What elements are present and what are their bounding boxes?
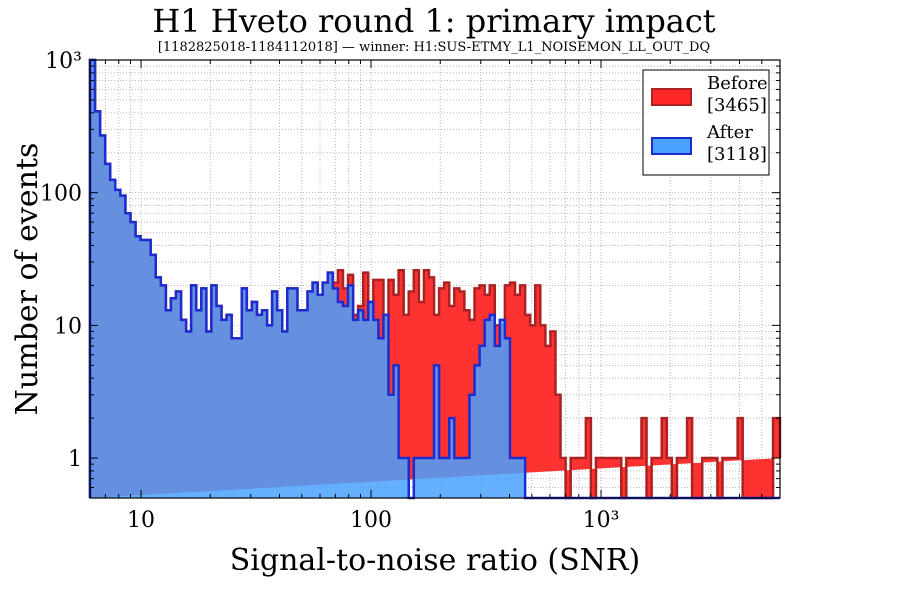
legend-count-after: [3118]	[707, 144, 767, 165]
y-tick-label: 100	[40, 182, 82, 207]
legend-frame	[642, 69, 770, 176]
x-axis-label: Signal-to-noise ratio (SNR)	[230, 543, 640, 578]
legend-count-before: [3465]	[707, 95, 767, 116]
y-tick-label: 10³	[45, 49, 82, 74]
x-tick-label: 100	[350, 508, 392, 533]
legend-swatch-before	[651, 88, 692, 106]
axis-ticks	[90, 59, 780, 498]
y-axis-label: Number of events	[10, 143, 45, 416]
y-tick-label: 10	[54, 314, 82, 339]
legend: Before [3465] After [3118]	[642, 69, 770, 176]
legend-label-before: Before	[707, 73, 768, 94]
chart-subtitle: [1182825018-1184112018] — winner: H1:SUS…	[157, 40, 711, 55]
plot-frame	[89, 59, 781, 499]
x-tick-label: 10	[127, 508, 155, 533]
axis-tick-labels: 10 100 10³ 1 10 100 10³	[40, 49, 619, 533]
x-tick-label: 10³	[583, 508, 620, 533]
legend-label-after: After	[706, 122, 753, 143]
legend-swatch-after	[651, 137, 692, 155]
chart-title: H1 Hveto round 1: primary impact	[152, 2, 716, 40]
y-tick-label: 1	[68, 447, 82, 472]
